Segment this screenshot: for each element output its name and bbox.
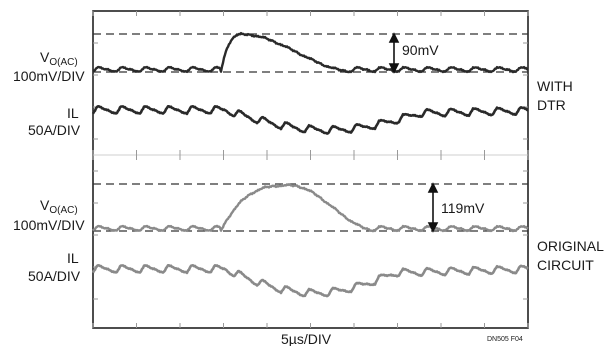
trace-top-il xyxy=(91,105,529,135)
top-il-label: IL xyxy=(67,105,79,121)
bottom-vout-label: VO(AC) xyxy=(40,197,78,216)
trace-bottom-vout xyxy=(92,183,529,233)
bottom-condition-label-line2: CIRCUIT xyxy=(537,257,594,273)
top-il-scale: 50A/DIV xyxy=(28,122,81,138)
bottom-condition-label-line1: ORIGINAL xyxy=(537,238,604,254)
top-vout-scale: 100mV/DIV xyxy=(13,68,85,84)
top-vout-label: VO(AC) xyxy=(40,49,78,68)
bottom-il-scale: 50A/DIV xyxy=(28,268,81,284)
figure-code: DN505 F04 xyxy=(487,336,523,343)
trace-bottom-il xyxy=(91,264,529,298)
top-condition-label-line2: DTR xyxy=(537,97,566,113)
bottom-measurement-label: 119mV xyxy=(441,200,485,216)
top-measurement-label: 90mV xyxy=(402,42,439,58)
bottom-il-label: IL xyxy=(67,250,79,266)
top-condition-label-line1: WITH xyxy=(537,78,573,94)
bottom-vout-scale: 100mV/DIV xyxy=(13,217,85,233)
bottom-measurement-arrow xyxy=(427,182,439,233)
trace-top-vout xyxy=(92,31,529,74)
grid-ticks xyxy=(92,11,529,328)
top-measurement-arrow xyxy=(388,32,400,74)
x-axis-label: 5µs/DIV xyxy=(281,331,332,346)
